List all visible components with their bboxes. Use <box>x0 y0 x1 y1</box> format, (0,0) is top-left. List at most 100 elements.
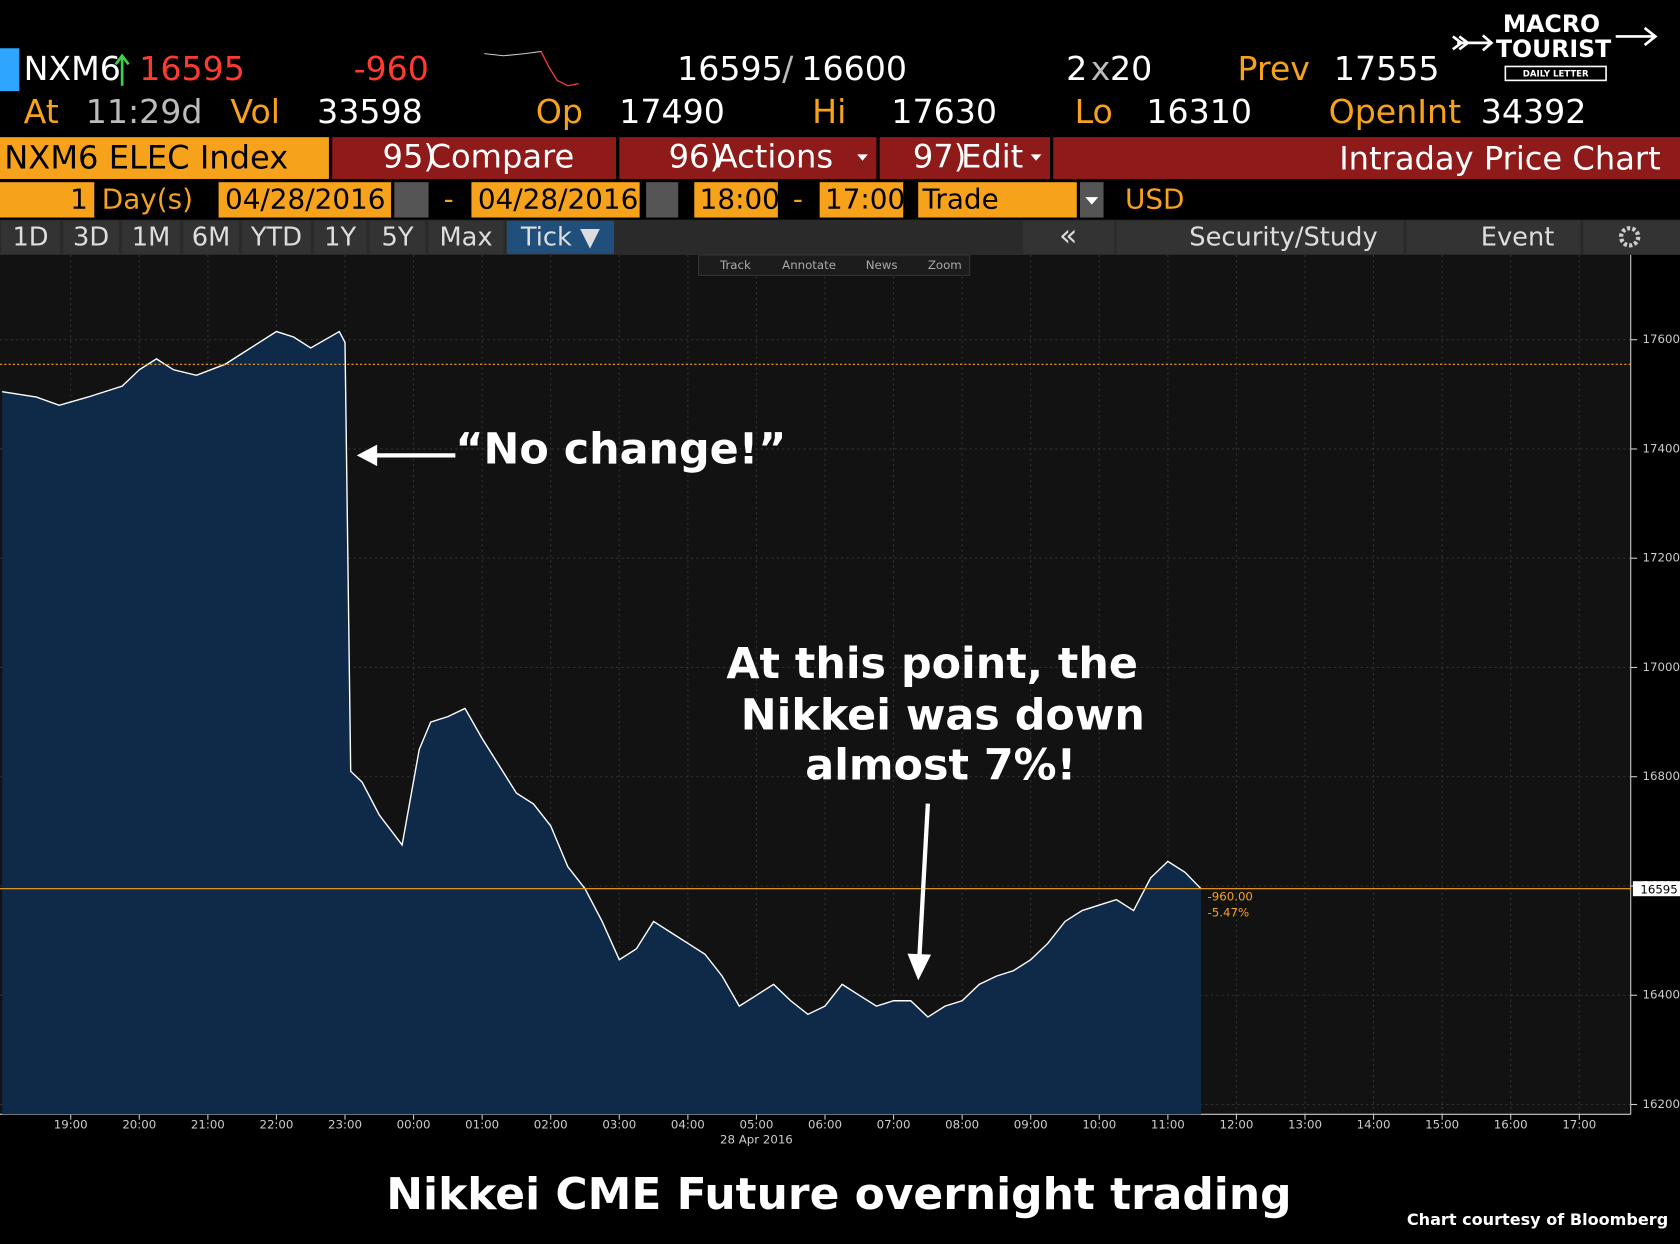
x-tick-label: 03:00 <box>602 1118 636 1132</box>
button-num: 96) <box>669 138 722 176</box>
input[interactable] <box>0 182 95 218</box>
logo-arrows <box>1452 26 1658 52</box>
calendar-button[interactable] <box>394 182 429 218</box>
tool-button[interactable] <box>1406 220 1581 254</box>
x-tick-label: 02:00 <box>534 1118 568 1132</box>
x-tick-label: 01:00 <box>465 1118 499 1132</box>
tool-button[interactable] <box>1116 220 1404 254</box>
date-label: 28 Apr 2016 <box>720 1133 793 1147</box>
toolbar-item[interactable]: Track <box>719 258 751 272</box>
tab-label: YTD <box>250 222 302 252</box>
separator: - <box>793 182 803 215</box>
annotation: Nikkei was down <box>741 690 1145 740</box>
input[interactable] <box>918 182 1077 218</box>
chart-toolbar: Track Annotate News Zoom <box>719 258 962 272</box>
tool-button[interactable] <box>1023 220 1115 254</box>
tab[interactable] <box>313 220 367 254</box>
input[interactable] <box>471 182 640 218</box>
logo-banner <box>1504 65 1607 82</box>
ask: 16600 <box>801 49 907 88</box>
annotation: almost 7%! <box>805 741 1076 791</box>
tab[interactable] <box>183 220 239 254</box>
separator: x <box>1091 49 1111 88</box>
dropdown-icon <box>1030 154 1042 161</box>
high: 17630 <box>891 92 997 131</box>
tab[interactable] <box>506 220 614 254</box>
input[interactable] <box>694 182 778 218</box>
volume: 33598 <box>317 92 423 131</box>
button-num: 95) <box>383 138 436 176</box>
x-tick-label: 11:00 <box>1151 1118 1185 1132</box>
y-tick-label: 17000 <box>1643 660 1680 674</box>
settings-button[interactable] <box>1583 220 1680 254</box>
y-tick-label: 16200 <box>1643 1097 1680 1111</box>
tabs: 1D 3D 1M 6M YTD 1Y 5Y Max Tick ▼ <box>1 220 614 254</box>
x-tick-label: 20:00 <box>122 1118 156 1132</box>
x-tick-label: 07:00 <box>877 1118 911 1132</box>
tab[interactable] <box>428 220 504 254</box>
start-time: 18:00 <box>700 182 780 215</box>
button[interactable] <box>619 137 877 179</box>
label: Op <box>536 92 583 131</box>
button-num: 97) <box>913 138 966 176</box>
input[interactable] <box>218 182 392 218</box>
input[interactable] <box>819 182 904 218</box>
low: 16310 <box>1146 92 1252 131</box>
x-tick-label: 23:00 <box>328 1118 362 1132</box>
x-tick-label: 19:00 <box>54 1118 88 1132</box>
caption: Nikkei CME Future overnight trading <box>386 1169 1291 1220</box>
price-line <box>2 330 1202 1018</box>
button[interactable] <box>332 137 617 179</box>
tab[interactable] <box>369 220 426 254</box>
start-date: 04/28/2016 <box>225 182 385 215</box>
label: Hi <box>812 92 846 131</box>
tab[interactable] <box>63 220 119 254</box>
separator: - <box>444 182 454 215</box>
last-price: 16595 <box>139 49 245 88</box>
arrowhead <box>907 953 932 981</box>
dropdown-icon <box>1085 197 1099 205</box>
x-tick-label: 08:00 <box>945 1118 979 1132</box>
area <box>2 331 1202 1115</box>
currency: USD <box>1125 182 1185 215</box>
prev-close: 17555 <box>1334 49 1440 88</box>
collapse: « <box>1059 218 1077 253</box>
tab-label: Max <box>440 222 493 252</box>
toolbar-item[interactable]: News <box>866 258 898 272</box>
security: NXM6 ELEC Index <box>4 139 288 177</box>
period: 1 <box>70 182 88 215</box>
annotation-arrow <box>917 803 930 960</box>
x-tick-label: 16:00 <box>1494 1118 1528 1132</box>
calendar-button[interactable] <box>646 182 679 218</box>
separator: / <box>782 49 794 88</box>
button-label: Actions <box>716 138 833 176</box>
gear-icon <box>1618 226 1641 248</box>
axis-panel <box>1630 255 1680 1115</box>
study-button: Security/Study <box>1189 222 1377 252</box>
tab-label: 1M <box>132 222 171 252</box>
logo-text: MACRO <box>1503 10 1600 38</box>
y-tick-label: 16800 <box>1643 769 1680 783</box>
tab[interactable] <box>242 220 311 254</box>
toolbar-item[interactable]: Zoom <box>928 258 962 272</box>
ask-size: 20 <box>1110 49 1152 88</box>
button[interactable] <box>879 137 1050 179</box>
label: OpenInt <box>1329 92 1462 131</box>
up-arrow <box>114 53 130 86</box>
change-label: -960.00 <box>1208 889 1253 903</box>
toolbar-item[interactable]: Annotate <box>782 258 836 272</box>
open: 17490 <box>619 92 725 131</box>
bid-size: 2 <box>1066 49 1087 88</box>
annotation: At this point, the <box>726 639 1138 689</box>
tab[interactable] <box>122 220 180 254</box>
logo-text: TOURIST <box>1496 35 1611 63</box>
sparkline-drop <box>540 51 579 87</box>
plot: 1620016400166001680017000172001740017600… <box>0 255 1680 1147</box>
x-tick-label: 13:00 <box>1288 1118 1322 1132</box>
arrowhead <box>356 444 378 467</box>
dropdown-icon <box>857 154 868 161</box>
x-tick-label: 04:00 <box>671 1118 705 1132</box>
x-tick-label: 17:00 <box>1562 1118 1596 1132</box>
tab[interactable] <box>1 220 60 254</box>
logo-tagline: DAILY LETTER <box>1523 69 1589 79</box>
